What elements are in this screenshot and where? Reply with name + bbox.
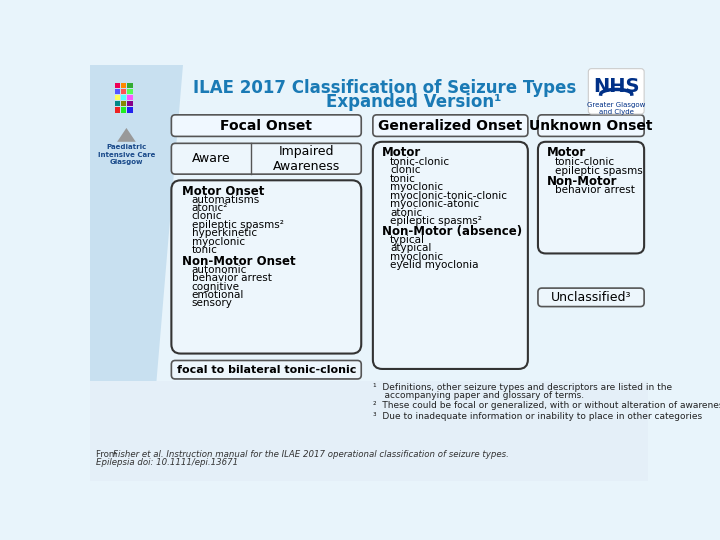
Text: automatisms: automatisms [192, 194, 260, 205]
Bar [114, 107, 120, 112]
Text: Motor: Motor [547, 146, 587, 159]
Bar [127, 107, 132, 112]
Bar [114, 95, 120, 100]
Text: tonic-clonic: tonic-clonic [390, 157, 450, 167]
Text: Greater Glasgow
and Clyde: Greater Glasgow and Clyde [587, 102, 645, 115]
Text: myoclonic: myoclonic [390, 182, 443, 192]
FancyBboxPatch shape [588, 69, 644, 114]
Text: ³  Due to inadequate information or inability to place in other categories: ³ Due to inadequate information or inabi… [373, 412, 702, 421]
Text: behavior arrest: behavior arrest [555, 185, 635, 195]
Text: emotional: emotional [192, 290, 244, 300]
FancyBboxPatch shape [171, 361, 361, 379]
Polygon shape [117, 128, 136, 142]
Bar [127, 101, 132, 106]
Text: Impaired
Awareness: Impaired Awareness [273, 145, 340, 173]
Text: myoclonic: myoclonic [390, 252, 443, 261]
Text: clonic: clonic [390, 165, 420, 176]
FancyBboxPatch shape [373, 115, 528, 137]
Text: ¹  Definitions, other seizure types and descriptors are listed in the: ¹ Definitions, other seizure types and d… [373, 383, 672, 392]
Text: tonic: tonic [192, 245, 217, 255]
Text: Aware: Aware [192, 152, 230, 165]
Text: clonic: clonic [192, 212, 222, 221]
Text: Epilepsia doi: 10.1111/epi.13671: Epilepsia doi: 10.1111/epi.13671 [96, 458, 238, 467]
Text: atypical: atypical [390, 243, 431, 253]
Text: focal to bilateral tonic-clonic: focal to bilateral tonic-clonic [176, 364, 356, 375]
FancyBboxPatch shape [171, 180, 361, 354]
Text: Focal Onset: Focal Onset [220, 119, 312, 133]
Bar [127, 83, 132, 88]
FancyBboxPatch shape [373, 142, 528, 369]
FancyBboxPatch shape [171, 143, 361, 174]
Text: autonomic: autonomic [192, 265, 247, 275]
Text: myoclonic-atonic: myoclonic-atonic [390, 199, 479, 209]
Bar [127, 89, 132, 94]
Polygon shape [90, 65, 183, 481]
Bar [121, 83, 127, 88]
Bar [121, 95, 127, 100]
Text: eyelid myoclonia: eyelid myoclonia [390, 260, 478, 270]
Bar [127, 95, 132, 100]
Text: epileptic spasms²: epileptic spasms² [192, 220, 284, 230]
Text: Motor: Motor [382, 146, 421, 159]
Text: epileptic spasms²: epileptic spasms² [390, 216, 482, 226]
Text: Non-Motor: Non-Motor [547, 176, 618, 188]
Text: cognitive: cognitive [192, 281, 240, 292]
Text: ILAE 2017 Classification of Seizure Types: ILAE 2017 Classification of Seizure Type… [193, 79, 576, 97]
Text: Paediatric
Intensive Care
Glasgow: Paediatric Intensive Care Glasgow [98, 144, 155, 165]
Text: behavior arrest: behavior arrest [192, 273, 271, 283]
Text: Unknown Onset: Unknown Onset [529, 119, 653, 133]
Bar [114, 83, 120, 88]
Bar [114, 89, 120, 94]
Text: tonic: tonic [390, 174, 416, 184]
Bar [90, 381, 648, 481]
Text: typical: typical [390, 234, 425, 245]
Text: tonic-clonic: tonic-clonic [555, 157, 615, 167]
Text: myoclonic: myoclonic [192, 237, 245, 247]
Text: hyperkinetic: hyperkinetic [192, 228, 256, 239]
Text: Unclassified³: Unclassified³ [551, 291, 631, 304]
Bar [121, 107, 127, 112]
Bar [121, 89, 127, 94]
Text: Expanded Version¹: Expanded Version¹ [326, 92, 502, 111]
Text: Generalized Onset: Generalized Onset [378, 119, 523, 133]
Text: accompanying paper and glossary of terms.: accompanying paper and glossary of terms… [373, 390, 584, 400]
Text: atonic²: atonic² [192, 203, 228, 213]
Bar [114, 101, 120, 106]
Text: Non-Motor Onset: Non-Motor Onset [182, 255, 296, 268]
Text: ²  These could be focal or generalized, with or without alteration of awareness: ² These could be focal or generalized, w… [373, 401, 720, 410]
FancyBboxPatch shape [538, 288, 644, 307]
FancyBboxPatch shape [171, 115, 361, 137]
Bar [121, 101, 127, 106]
Text: Fisher et al. Instruction manual for the ILAE 2017 operational classification of: Fisher et al. Instruction manual for the… [113, 450, 509, 459]
Text: atonic: atonic [390, 208, 422, 218]
Text: From: From [96, 450, 120, 459]
Text: Non-Motor (absence): Non-Motor (absence) [382, 225, 522, 238]
Text: NHS: NHS [593, 77, 639, 96]
Text: sensory: sensory [192, 299, 233, 308]
FancyBboxPatch shape [538, 115, 644, 137]
Text: epileptic spasms: epileptic spasms [555, 166, 643, 176]
FancyBboxPatch shape [538, 142, 644, 253]
Text: myoclonic-tonic-clonic: myoclonic-tonic-clonic [390, 191, 507, 201]
Text: Motor Onset: Motor Onset [182, 185, 265, 198]
